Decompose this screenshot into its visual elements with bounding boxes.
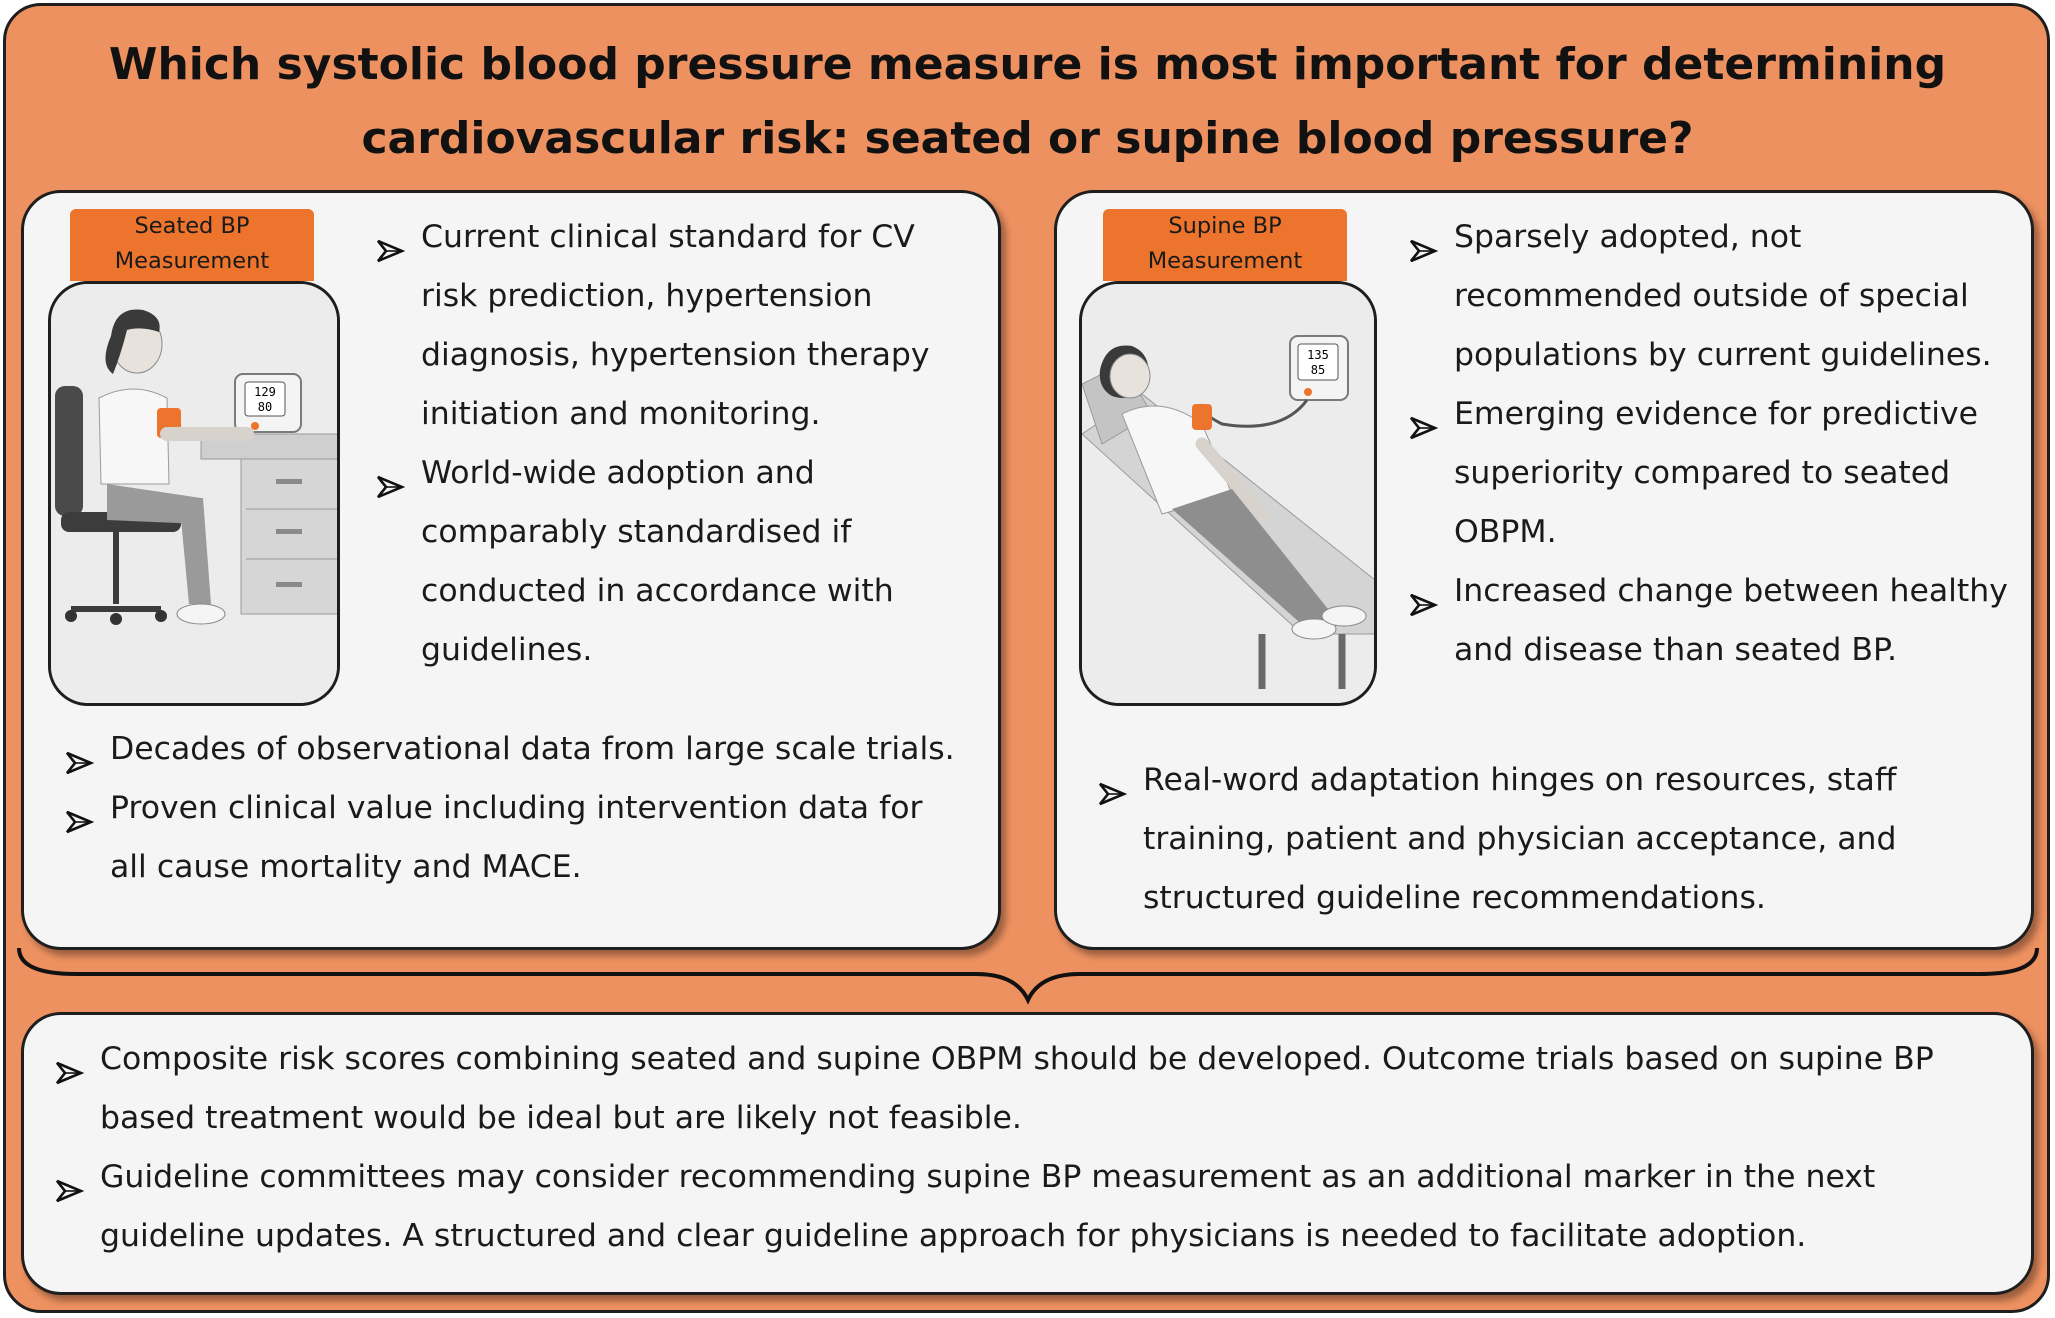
bullet-arrow-icon (54, 1165, 85, 1203)
list-item: World-wide adoption and comparably stand… (375, 444, 975, 680)
supine-monitor-systolic: 135 (1307, 348, 1329, 362)
seated-monitor-diastolic: 80 (258, 400, 272, 414)
supine-bullets-top: Sparsely adopted, not recommended outsid… (1408, 208, 2016, 680)
seated-panel: 129 80 Seated BP Measurement Current c (21, 190, 1001, 950)
bullet-text: World-wide adoption and comparably stand… (421, 455, 894, 668)
list-item: Composite risk scores combining seated a… (54, 1030, 1994, 1148)
bullet-arrow-icon (375, 461, 406, 499)
bullet-arrow-icon (64, 737, 95, 775)
bullet-text: Increased change between healthy and dis… (1454, 573, 2008, 668)
list-item: Proven clinical value including interven… (64, 779, 964, 897)
list-item: Increased change between healthy and dis… (1408, 562, 2016, 680)
bullet-arrow-icon (1408, 225, 1439, 263)
supine-bullets-bottom: Real-word adaptation hinges on resources… (1097, 751, 1957, 928)
seated-tag: Seated BP Measurement (70, 209, 314, 281)
bullet-arrow-icon (64, 796, 95, 834)
supine-monitor-diastolic: 85 (1311, 363, 1325, 377)
supine-panel: 135 85 Supine BP Measurement Sparsely ad… (1054, 190, 2034, 950)
bullet-text: Decades of observational data from large… (110, 731, 955, 767)
supine-tag: Supine BP Measurement (1103, 209, 1347, 281)
bullet-text: Emerging evidence for predictive superio… (1454, 396, 1979, 550)
supine-tag-line2: Measurement (1147, 248, 1303, 274)
seated-tag-line2: Measurement (114, 248, 270, 274)
list-item: Guideline committees may consider recomm… (54, 1148, 1994, 1266)
list-item: Emerging evidence for predictive superio… (1408, 385, 2016, 562)
bullet-text: Guideline committees may consider recomm… (100, 1159, 1876, 1254)
bullet-text: Sparsely adopted, not recommended outsid… (1454, 219, 1992, 373)
seated-monitor-systolic: 129 (254, 385, 276, 399)
conclusion-bullets: Composite risk scores combining seated a… (54, 1030, 1994, 1266)
seated-illustration: 129 80 (48, 281, 340, 706)
bullet-text: Real-word adaptation hinges on resources… (1143, 762, 1897, 916)
brace-connector (17, 947, 2039, 1005)
seated-tag-line1: Seated BP (134, 213, 250, 239)
bullet-arrow-icon (1097, 768, 1128, 806)
list-item: Sparsely adopted, not recommended outsid… (1408, 208, 2016, 385)
bullet-arrow-icon (54, 1047, 85, 1085)
supine-illustration: 135 85 (1079, 281, 1377, 706)
supine-tag-line1: Supine BP (1168, 213, 1282, 239)
list-item: Current clinical standard for CV risk pr… (375, 208, 975, 444)
bullet-text: Current clinical standard for CV risk pr… (421, 219, 930, 432)
list-item: Real-word adaptation hinges on resources… (1097, 751, 1957, 928)
conclusion-panel: Composite risk scores combining seated a… (21, 1012, 2034, 1295)
bullet-arrow-icon (1408, 402, 1439, 440)
bullet-arrow-icon (1408, 579, 1439, 617)
main-title: Which systolic blood pressure measure is… (108, 39, 1947, 164)
bullet-text: Proven clinical value including interven… (110, 790, 923, 885)
bullet-text: Composite risk scores combining seated a… (100, 1041, 1934, 1136)
bullet-arrow-icon (375, 225, 406, 263)
list-item: Decades of observational data from large… (64, 720, 964, 779)
seated-bullets-top: Current clinical standard for CV risk pr… (375, 208, 975, 680)
seated-bullets-bottom: Decades of observational data from large… (64, 720, 964, 897)
